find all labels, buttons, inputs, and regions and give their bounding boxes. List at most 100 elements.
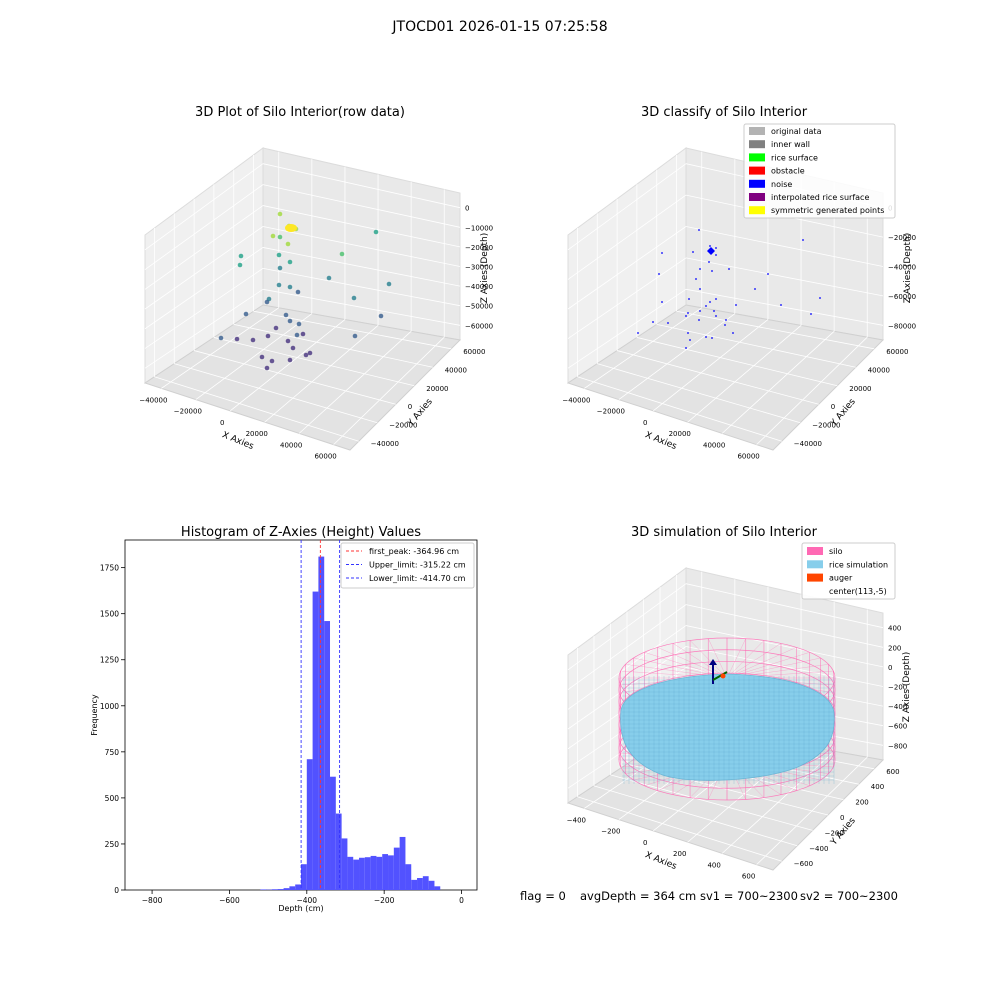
raw-point xyxy=(297,322,302,327)
histogram-bar xyxy=(330,777,336,890)
p2-xtick: −40000 xyxy=(562,396,590,404)
raw-point xyxy=(340,252,345,257)
noise-point xyxy=(715,298,717,300)
noise-point xyxy=(637,332,639,334)
p2-ztick: −80000 xyxy=(888,322,916,330)
raw-point xyxy=(278,266,283,271)
noise-point xyxy=(732,332,734,334)
raw-point xyxy=(284,313,289,318)
histogram-ytick-label: 1250 xyxy=(100,656,119,665)
raw-point xyxy=(352,296,357,301)
histogram-bar xyxy=(405,864,411,890)
legend-swatch xyxy=(749,180,765,188)
raw-point xyxy=(308,351,313,356)
raw-point xyxy=(296,290,301,295)
legend-swatch xyxy=(749,167,765,175)
histogram-bar xyxy=(324,621,330,890)
histogram-bar xyxy=(382,854,388,890)
p4-ztick: 200 xyxy=(888,644,901,652)
histogram-ytick-label: 1500 xyxy=(100,610,119,619)
histogram-legend: first_peak: -364.96 cm Upper_limit: -315.… xyxy=(341,543,474,588)
histogram-xtick-label: −600 xyxy=(219,896,240,905)
raw-point xyxy=(288,358,293,363)
noise-point xyxy=(652,321,654,323)
legend-swatch xyxy=(807,547,823,555)
figure-suptitle: JTOCD01 2026-01-15 07:25:58 xyxy=(391,19,607,35)
p1-ztick: 0 xyxy=(465,205,469,213)
histogram-bar xyxy=(278,889,284,890)
p4-ytick: 400 xyxy=(871,783,884,791)
histogram-bar xyxy=(400,837,406,890)
raw-point xyxy=(291,346,296,351)
p1-ytick: 40000 xyxy=(445,366,467,374)
legend-label: silo xyxy=(829,547,843,556)
legend-label: center(113,-5) xyxy=(829,587,887,596)
raw-point xyxy=(288,319,293,324)
noise-point xyxy=(810,313,812,315)
legend-label: inner wall xyxy=(771,140,810,149)
p2-ytick: 20000 xyxy=(849,385,871,393)
raw-point xyxy=(260,355,265,360)
noise-point xyxy=(819,297,821,299)
rice-surface-body xyxy=(621,674,835,780)
noise-point xyxy=(699,268,701,270)
histogram-legend-label: first_peak: -364.96 cm xyxy=(369,547,459,556)
noise-point xyxy=(699,310,701,312)
p4-xtick: −200 xyxy=(601,828,620,836)
noise-point xyxy=(711,337,713,339)
legend-swatch xyxy=(749,127,765,135)
histogram-bar xyxy=(388,855,394,890)
noise-point xyxy=(658,273,660,275)
legend-label: interpolated rice surface xyxy=(771,193,869,202)
p2-xtick: −20000 xyxy=(597,408,625,416)
raw-point xyxy=(244,312,249,317)
p2-xtick: 40000 xyxy=(703,441,725,449)
histogram-bar xyxy=(260,889,266,890)
histogram-ytick-label: 250 xyxy=(105,840,120,849)
histogram-title: Histogram of Z-Axies (Height) Values xyxy=(181,525,421,540)
noise-point xyxy=(708,261,710,263)
legend-label: obstacle xyxy=(771,167,805,176)
histogram-bar xyxy=(417,878,423,890)
raw-point xyxy=(270,359,275,364)
legend-swatch xyxy=(749,206,765,214)
histogram-bar xyxy=(342,838,348,890)
p1-ytick: 0 xyxy=(408,403,412,411)
noise-point xyxy=(705,305,707,307)
noise-point xyxy=(692,251,694,253)
p1-xtick: 20000 xyxy=(246,430,268,438)
panel-classify-ylabel: Y Axies xyxy=(829,397,858,429)
panel-raw-zlabel: Z Axies (Depth) xyxy=(480,233,490,304)
p4-xtick: 200 xyxy=(673,850,686,858)
raw-point xyxy=(271,234,276,239)
noise-point xyxy=(689,339,691,341)
p4-ytick: −600 xyxy=(794,860,813,868)
p1-xtick: 40000 xyxy=(280,441,302,449)
raw-point xyxy=(265,300,270,305)
legend-swatch xyxy=(749,193,765,201)
noise-point xyxy=(685,315,687,317)
histogram-legend-label: Upper_limit: -315.22 cm xyxy=(369,561,466,570)
p4-xtick: 600 xyxy=(742,873,755,881)
histogram-bar xyxy=(289,886,295,890)
noise-point xyxy=(698,229,700,231)
status-flag: flag = 0 xyxy=(520,889,566,903)
noise-point xyxy=(735,304,737,306)
histogram-bar xyxy=(371,856,377,890)
legend-label: rice simulation xyxy=(829,560,888,569)
histogram-bar xyxy=(429,881,435,890)
raw-point xyxy=(379,314,384,319)
histogram-bar xyxy=(376,857,382,890)
histogram-bar xyxy=(347,857,353,890)
raw-point xyxy=(286,339,291,344)
histogram-ytick-label: 500 xyxy=(105,794,120,803)
p2-xtick: 60000 xyxy=(737,453,759,461)
histogram-bar xyxy=(365,857,371,890)
noise-point xyxy=(705,336,707,338)
p2-xtick: 0 xyxy=(643,419,647,427)
noise-point xyxy=(767,273,769,275)
